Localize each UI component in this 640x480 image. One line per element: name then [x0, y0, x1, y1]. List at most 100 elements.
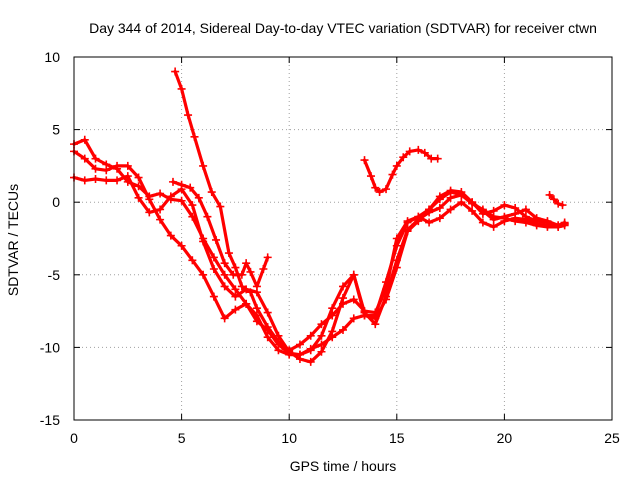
- data-point: [339, 299, 347, 308]
- data-point: [224, 249, 233, 258]
- data-point: [177, 84, 186, 93]
- data-point: [199, 161, 208, 170]
- series-layer: [70, 67, 569, 366]
- x-tick-label: 5: [178, 430, 186, 446]
- data-point: [375, 188, 384, 197]
- data-point: [220, 259, 229, 268]
- data-point: [446, 186, 455, 195]
- y-axis-label: SDTVAR / TECUs: [5, 184, 21, 296]
- data-point: [295, 340, 304, 349]
- data-point: [554, 222, 563, 231]
- data-point: [274, 346, 283, 355]
- data-point: [328, 327, 337, 336]
- data-point: [560, 219, 569, 228]
- data-point: [177, 196, 186, 205]
- x-tick-label: 10: [281, 430, 297, 446]
- data-point: [403, 217, 412, 226]
- data-point: [113, 161, 122, 170]
- data-point: [468, 198, 477, 207]
- data-point: [414, 145, 423, 154]
- data-point: [349, 270, 358, 279]
- data-point: [468, 206, 477, 215]
- data-point: [435, 204, 444, 213]
- y-tick-label: 5: [52, 122, 60, 138]
- data-point: [242, 299, 251, 308]
- series-line-pass-5: [171, 180, 270, 288]
- data-point: [246, 267, 255, 276]
- data-point: [392, 263, 401, 272]
- data-point: [382, 295, 391, 304]
- data-point: [317, 331, 326, 340]
- y-tick-label: -10: [40, 339, 60, 355]
- data-point: [263, 333, 272, 342]
- data-point: [209, 253, 218, 262]
- data-point: [252, 282, 261, 291]
- data-point: [134, 193, 143, 202]
- data-point: [80, 154, 89, 163]
- data-point: [229, 270, 238, 279]
- data-point: [274, 337, 283, 346]
- data-point: [203, 212, 212, 221]
- data-point: [123, 172, 132, 181]
- data-point: [306, 357, 315, 366]
- data-point: [145, 208, 154, 217]
- data-point: [156, 215, 165, 224]
- series-line-pass-3: [72, 174, 567, 364]
- data-point: [246, 288, 255, 297]
- data-point: [190, 132, 199, 141]
- data-point: [554, 199, 563, 208]
- data-point: [184, 111, 193, 120]
- data-point: [134, 173, 143, 182]
- data-point: [317, 347, 326, 356]
- data-point: [216, 202, 225, 211]
- data-point: [478, 218, 487, 227]
- x-tick-label: 25: [604, 430, 620, 446]
- series-line-pass-1: [72, 138, 567, 357]
- data-point: [435, 214, 444, 223]
- data-point: [549, 195, 558, 204]
- data-point: [220, 270, 229, 279]
- data-point: [209, 292, 218, 301]
- data-point: [194, 193, 203, 202]
- data-point: [489, 215, 498, 224]
- data-point: [521, 212, 530, 221]
- data-point: [339, 325, 347, 334]
- data-point: [366, 172, 375, 181]
- ticks: 0 5 10 15 20 25 -15 -10 -5 0 5 10: [40, 49, 620, 446]
- data-point: [435, 192, 444, 201]
- data-point: [446, 205, 455, 214]
- data-point: [263, 253, 272, 262]
- data-point: [489, 206, 498, 215]
- data-point: [371, 183, 380, 192]
- data-point: [399, 153, 408, 162]
- data-point: [186, 183, 195, 192]
- data-point: [543, 218, 552, 227]
- data-point: [360, 156, 369, 165]
- data-point: [231, 263, 240, 272]
- y-tick-label: -15: [40, 412, 60, 428]
- data-point: [403, 227, 412, 236]
- data-point: [478, 209, 487, 218]
- x-axis-label: GPS time / hours: [290, 458, 397, 474]
- data-point: [156, 189, 165, 198]
- data-point: [420, 148, 429, 157]
- data-point: [457, 198, 466, 207]
- data-point: [231, 285, 240, 294]
- data-point: [360, 307, 369, 316]
- data-point: [237, 282, 246, 291]
- data-point: [91, 164, 100, 173]
- data-point: [80, 176, 89, 185]
- chart-title: Day 344 of 2014, Sidereal Day-to-day VTE…: [89, 20, 597, 36]
- data-point: [328, 304, 337, 313]
- plot-frame: [73, 56, 613, 421]
- data-point: [545, 190, 554, 199]
- data-point: [199, 270, 208, 279]
- data-point: [349, 314, 358, 323]
- data-point: [500, 212, 509, 221]
- data-point: [489, 222, 498, 231]
- data-point: [405, 147, 414, 156]
- data-point: [188, 256, 197, 265]
- data-point: [237, 270, 246, 279]
- data-point: [339, 282, 347, 291]
- data-point: [328, 311, 337, 320]
